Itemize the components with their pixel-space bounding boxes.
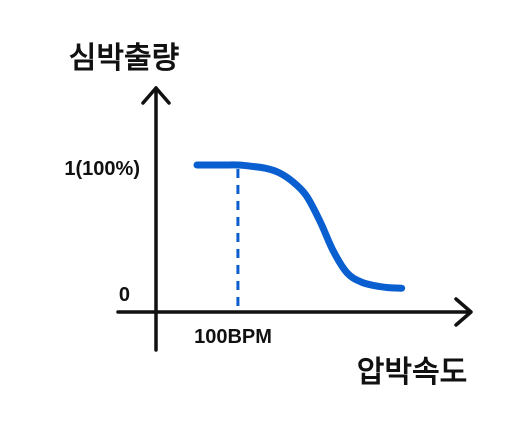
y-axis-arrowhead [141,86,171,105]
y-tick-label-max: 1(100%) [64,158,140,180]
x-tick-label-100bpm: 100BPM [194,326,272,348]
x-axis-arrowhead [454,297,473,327]
cardiac-output-curve [193,161,406,292]
y-tick-label-zero: 0 [119,284,130,306]
x-axis-title: 압박속도 [357,355,467,390]
y-axis-title: 심박출량 [69,41,180,76]
